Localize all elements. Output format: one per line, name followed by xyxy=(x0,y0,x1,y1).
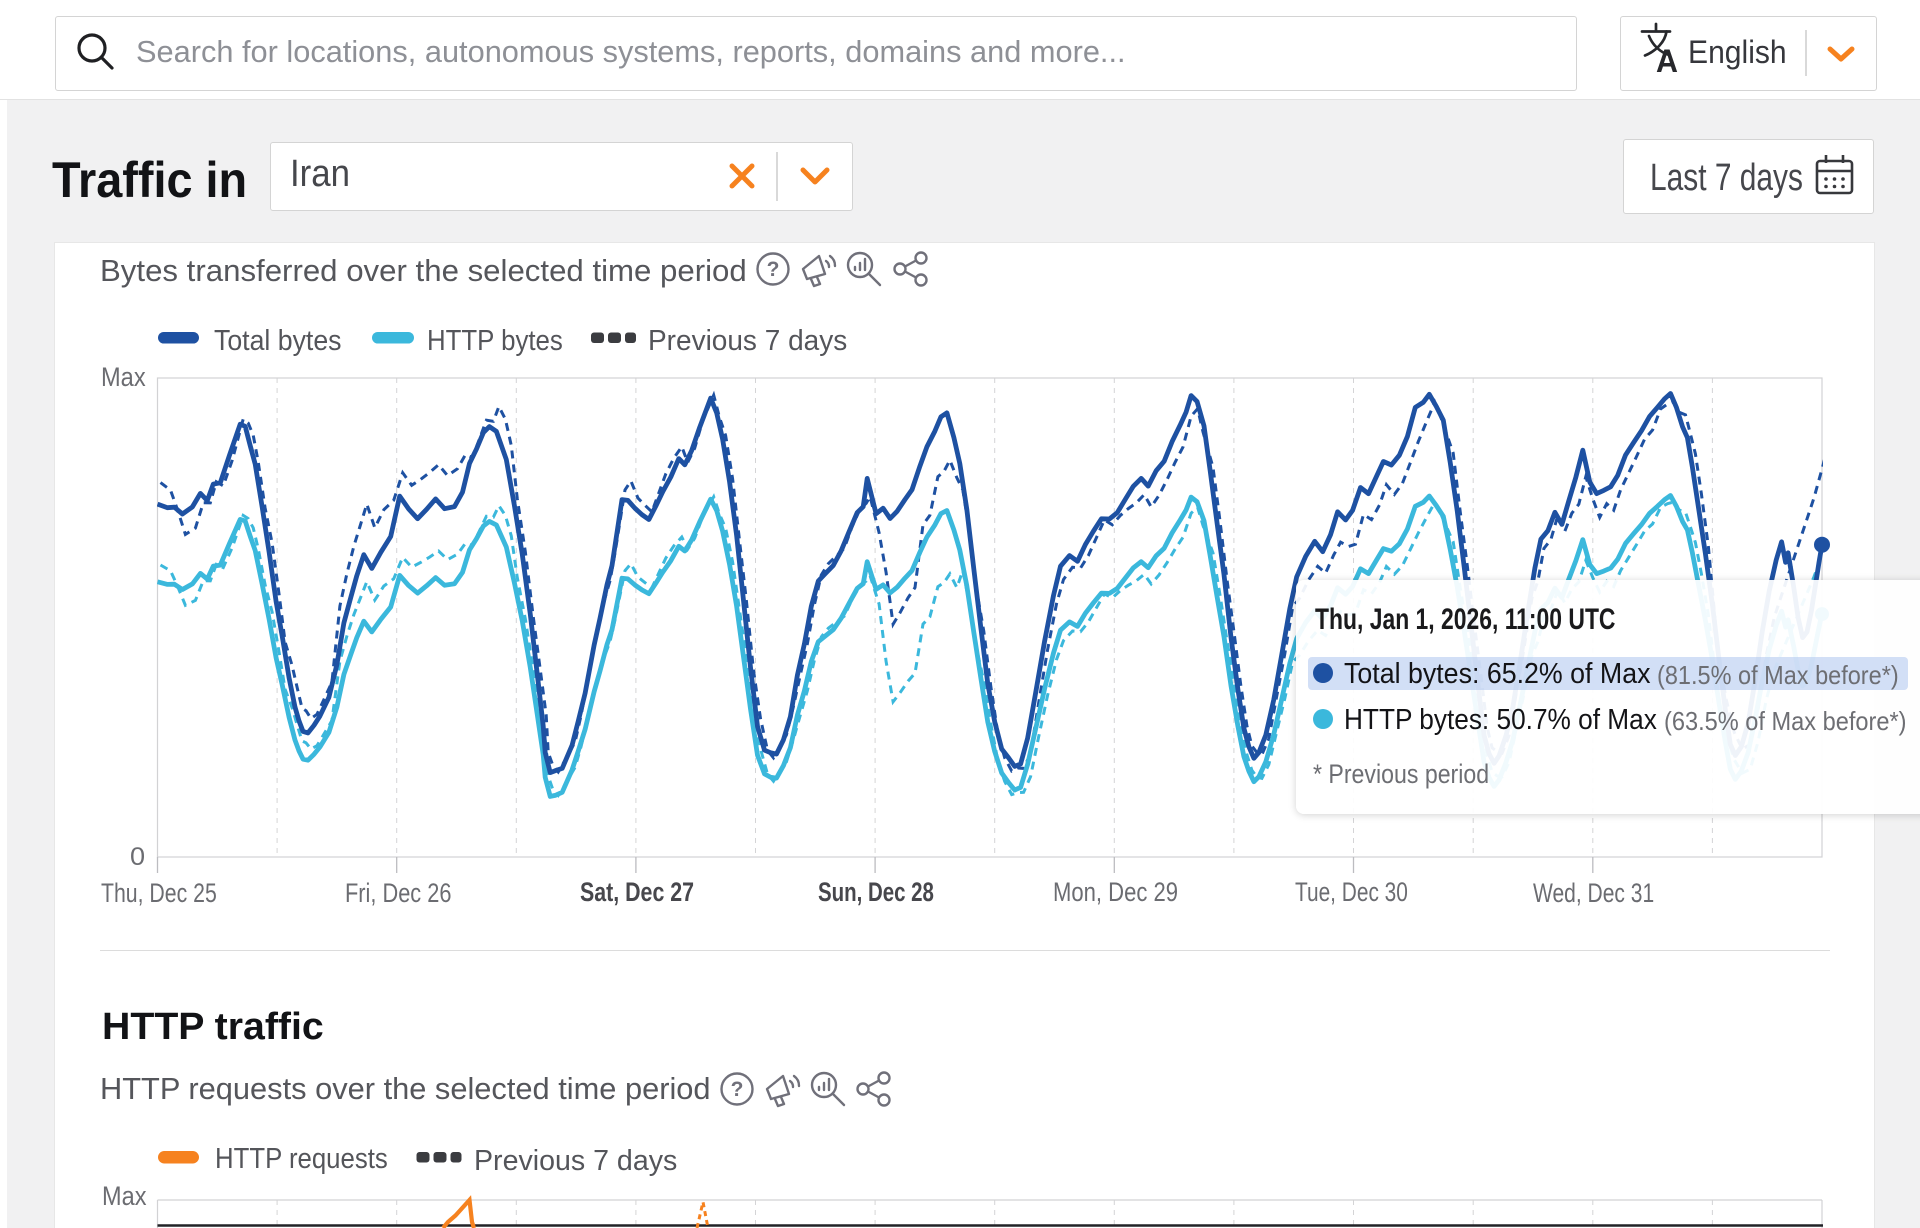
svg-text:?: ? xyxy=(731,1078,744,1101)
svg-text:A: A xyxy=(1656,43,1678,79)
svg-text:?: ? xyxy=(767,258,780,281)
